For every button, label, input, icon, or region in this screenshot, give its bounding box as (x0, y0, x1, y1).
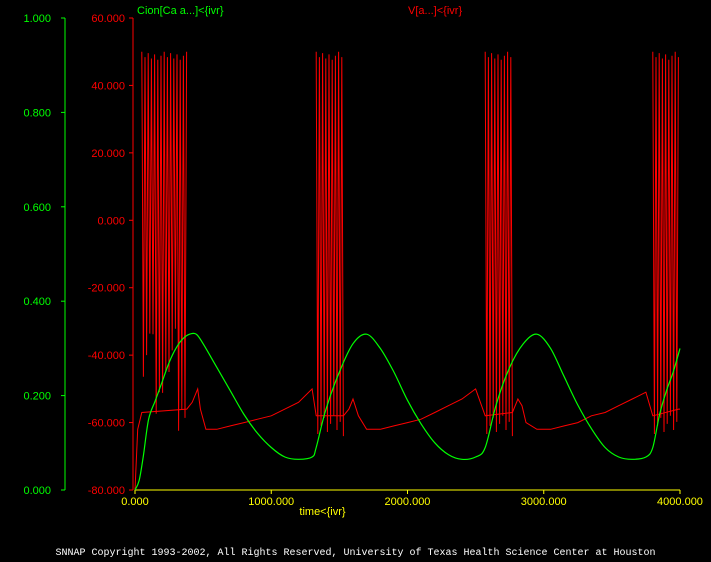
labels-group: 0.000 0.200 0.400 0.600 0.800 1.000 -80.000 -60… (23, 5, 702, 518)
voltage-tick-label: 40.000 (91, 80, 125, 92)
time-tick-label: 3000.000 (521, 496, 567, 508)
voltage-tick-label: 0.000 (97, 215, 125, 227)
voltage-burst (484, 51, 513, 437)
time-axis-label: time<{ivr} (299, 506, 345, 518)
axes-group (61, 17, 681, 494)
calcium-tick-label: 0.600 (23, 202, 51, 214)
calcium-series-label: Cion[Ca a...]<{ivr} (137, 5, 224, 17)
calcium-layer (134, 332, 681, 491)
voltage-layer (134, 51, 680, 491)
calcium-tick-label: 0.400 (23, 296, 51, 308)
calcium-trace (134, 332, 681, 491)
voltage-burst (652, 51, 679, 435)
calcium-tick-label: 1.000 (23, 13, 51, 25)
voltage-tick-label: -60.000 (88, 418, 125, 430)
copyright-footer: SNNAP Copyright 1993-2002, All Rights Re… (55, 548, 656, 559)
time-tick-label: 2000.000 (385, 496, 431, 508)
voltage-tick-label: -80.000 (88, 485, 125, 497)
voltage-tick-label: -40.000 (88, 350, 125, 362)
voltage-tick-label: -20.000 (88, 283, 125, 295)
calcium-tick-label: 0.800 (23, 107, 51, 119)
time-tick-label: 4000.000 (657, 496, 703, 508)
voltage-series-label: V[a...]<{ivr} (408, 5, 462, 17)
calcium-tick-label: 0.000 (23, 485, 51, 497)
chart-plot: 0.000 0.200 0.400 0.600 0.800 1.000 -80.000 -60… (23, 5, 702, 518)
voltage-burst (141, 51, 188, 431)
time-tick-label: 0.000 (121, 496, 149, 508)
calcium-tick-label: 0.200 (23, 391, 51, 403)
voltage-tick-label: 20.000 (91, 148, 125, 160)
time-tick-label: 1000.000 (248, 496, 294, 508)
voltage-trace (134, 386, 680, 491)
voltage-burst (315, 51, 344, 437)
voltage-tick-label: 60.000 (91, 13, 125, 25)
